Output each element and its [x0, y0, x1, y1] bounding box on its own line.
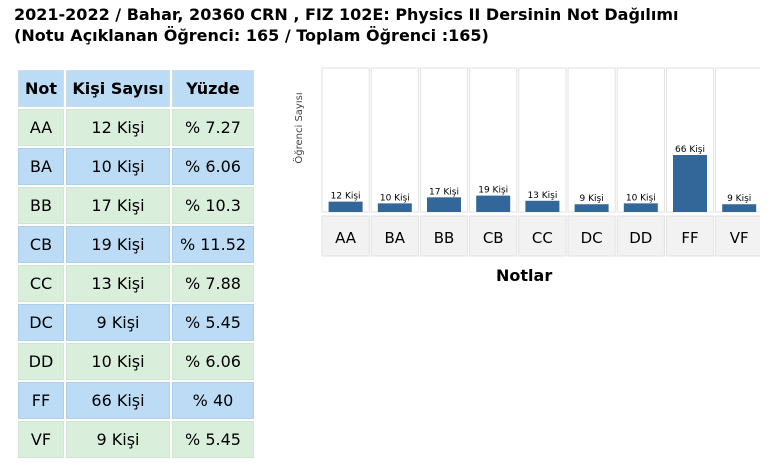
table-row: AA 12 Kişi % 7.27	[18, 109, 254, 146]
cell-grade: DC	[18, 304, 64, 341]
category-cell	[567, 215, 616, 257]
page-title: 2021-2022 / Bahar, 20360 CRN , FIZ 102E:…	[14, 4, 679, 46]
title-line-2: (Notu Açıklanan Öğrenci: 165 / Toplam Öğ…	[14, 26, 489, 45]
data-label: 19 Kişi	[478, 186, 508, 196]
bar	[328, 201, 363, 212]
table-row: DC 9 Kişi % 5.45	[18, 304, 254, 341]
cell-count: 17 Kişi	[66, 187, 170, 224]
data-label: 13 Kişi	[527, 191, 557, 201]
cell-percent: % 6.06	[172, 343, 254, 380]
bar-chart: Öğrenci Sayısı AA 12 Kişi BA 10 Kişi BB 17 Kiş…	[290, 66, 760, 296]
table-row: VF 9 Kişi % 5.45	[18, 421, 254, 458]
column-background	[419, 67, 469, 213]
cell-percent: % 40	[172, 382, 254, 419]
data-label: 66 Kişi	[675, 145, 705, 155]
cell-percent: % 7.88	[172, 265, 254, 302]
cell-percent: % 7.27	[172, 109, 254, 146]
data-label: 12 Kişi	[331, 192, 361, 202]
y-axis-title: Öğrenci Sayısı	[292, 92, 305, 163]
bar	[574, 204, 609, 212]
cell-grade: DD	[18, 343, 64, 380]
table-header-row: Not Kişi Sayısı Yüzde	[18, 70, 254, 107]
data-label: 9 Kişi	[727, 194, 751, 204]
category-cell	[616, 215, 665, 257]
cell-grade: FF	[18, 382, 64, 419]
cell-percent: % 11.52	[172, 226, 254, 263]
column-background	[567, 67, 616, 213]
category-label: CC	[532, 229, 553, 247]
category-cell	[370, 215, 419, 257]
grade-distribution-table: Not Kişi Sayısı Yüzde AA 12 Kişi % 7.27 …	[16, 68, 256, 460]
category-label: DC	[581, 229, 603, 247]
cell-grade: AA	[18, 109, 64, 146]
bar	[377, 203, 412, 212]
column-header-percent: Yüzde	[172, 70, 254, 107]
cell-percent: % 5.45	[172, 304, 254, 341]
table-row: CC 13 Kişi % 7.88	[18, 265, 254, 302]
category-cell	[518, 215, 567, 257]
data-label: 10 Kişi	[626, 193, 656, 203]
cell-percent: % 6.06	[172, 148, 254, 185]
category-label: BA	[385, 229, 406, 247]
category-label: DD	[629, 229, 652, 247]
cell-grade: BB	[18, 187, 64, 224]
category-cell	[715, 215, 760, 257]
bar	[525, 200, 560, 212]
category-cell	[321, 215, 370, 257]
cell-count: 10 Kişi	[66, 148, 170, 185]
x-axis-title: Notlar	[496, 266, 553, 285]
chart-svg: Öğrenci Sayısı AA 12 Kişi BA 10 Kişi BB 17 Kiş…	[292, 67, 760, 257]
bar	[623, 203, 658, 212]
cell-count: 19 Kişi	[66, 226, 170, 263]
cell-grade: VF	[18, 421, 64, 458]
column-background	[616, 67, 665, 213]
bar	[427, 197, 461, 212]
bar	[476, 195, 511, 212]
cell-count: 10 Kişi	[66, 343, 170, 380]
cell-grade: CB	[18, 226, 64, 263]
category-label: VF	[730, 229, 749, 247]
data-label: 10 Kişi	[380, 193, 410, 203]
cell-count: 9 Kişi	[66, 304, 170, 341]
category-cell	[665, 215, 715, 257]
table-row: BB 17 Kişi % 10.3	[18, 187, 254, 224]
table-row: CB 19 Kişi % 11.52	[18, 226, 254, 263]
cell-grade: BA	[18, 148, 64, 185]
cell-grade: CC	[18, 265, 64, 302]
data-label: 9 Kişi	[580, 194, 604, 204]
bar	[722, 204, 757, 212]
category-label: BB	[434, 229, 455, 247]
data-label: 17 Kişi	[429, 187, 459, 197]
title-line-1: 2021-2022 / Bahar, 20360 CRN , FIZ 102E:…	[14, 5, 679, 24]
category-label: FF	[681, 229, 698, 247]
table-row: FF 66 Kişi % 40	[18, 382, 254, 419]
column-header-grade: Not	[18, 70, 64, 107]
cell-percent: % 10.3	[172, 187, 254, 224]
table-row: DD 10 Kişi % 6.06	[18, 343, 254, 380]
cell-count: 13 Kişi	[66, 265, 170, 302]
category-cell	[419, 215, 469, 257]
category-label: AA	[335, 229, 357, 247]
cell-count: 66 Kişi	[66, 382, 170, 419]
cell-count: 9 Kişi	[66, 421, 170, 458]
table-row: BA 10 Kişi % 6.06	[18, 148, 254, 185]
bar	[673, 155, 707, 212]
column-background	[321, 67, 370, 213]
column-background	[370, 67, 419, 213]
cell-percent: % 5.45	[172, 421, 254, 458]
category-label: CB	[483, 229, 504, 247]
category-cell	[469, 215, 518, 257]
column-background	[715, 67, 760, 213]
cell-count: 12 Kişi	[66, 109, 170, 146]
column-header-count: Kişi Sayısı	[66, 70, 170, 107]
